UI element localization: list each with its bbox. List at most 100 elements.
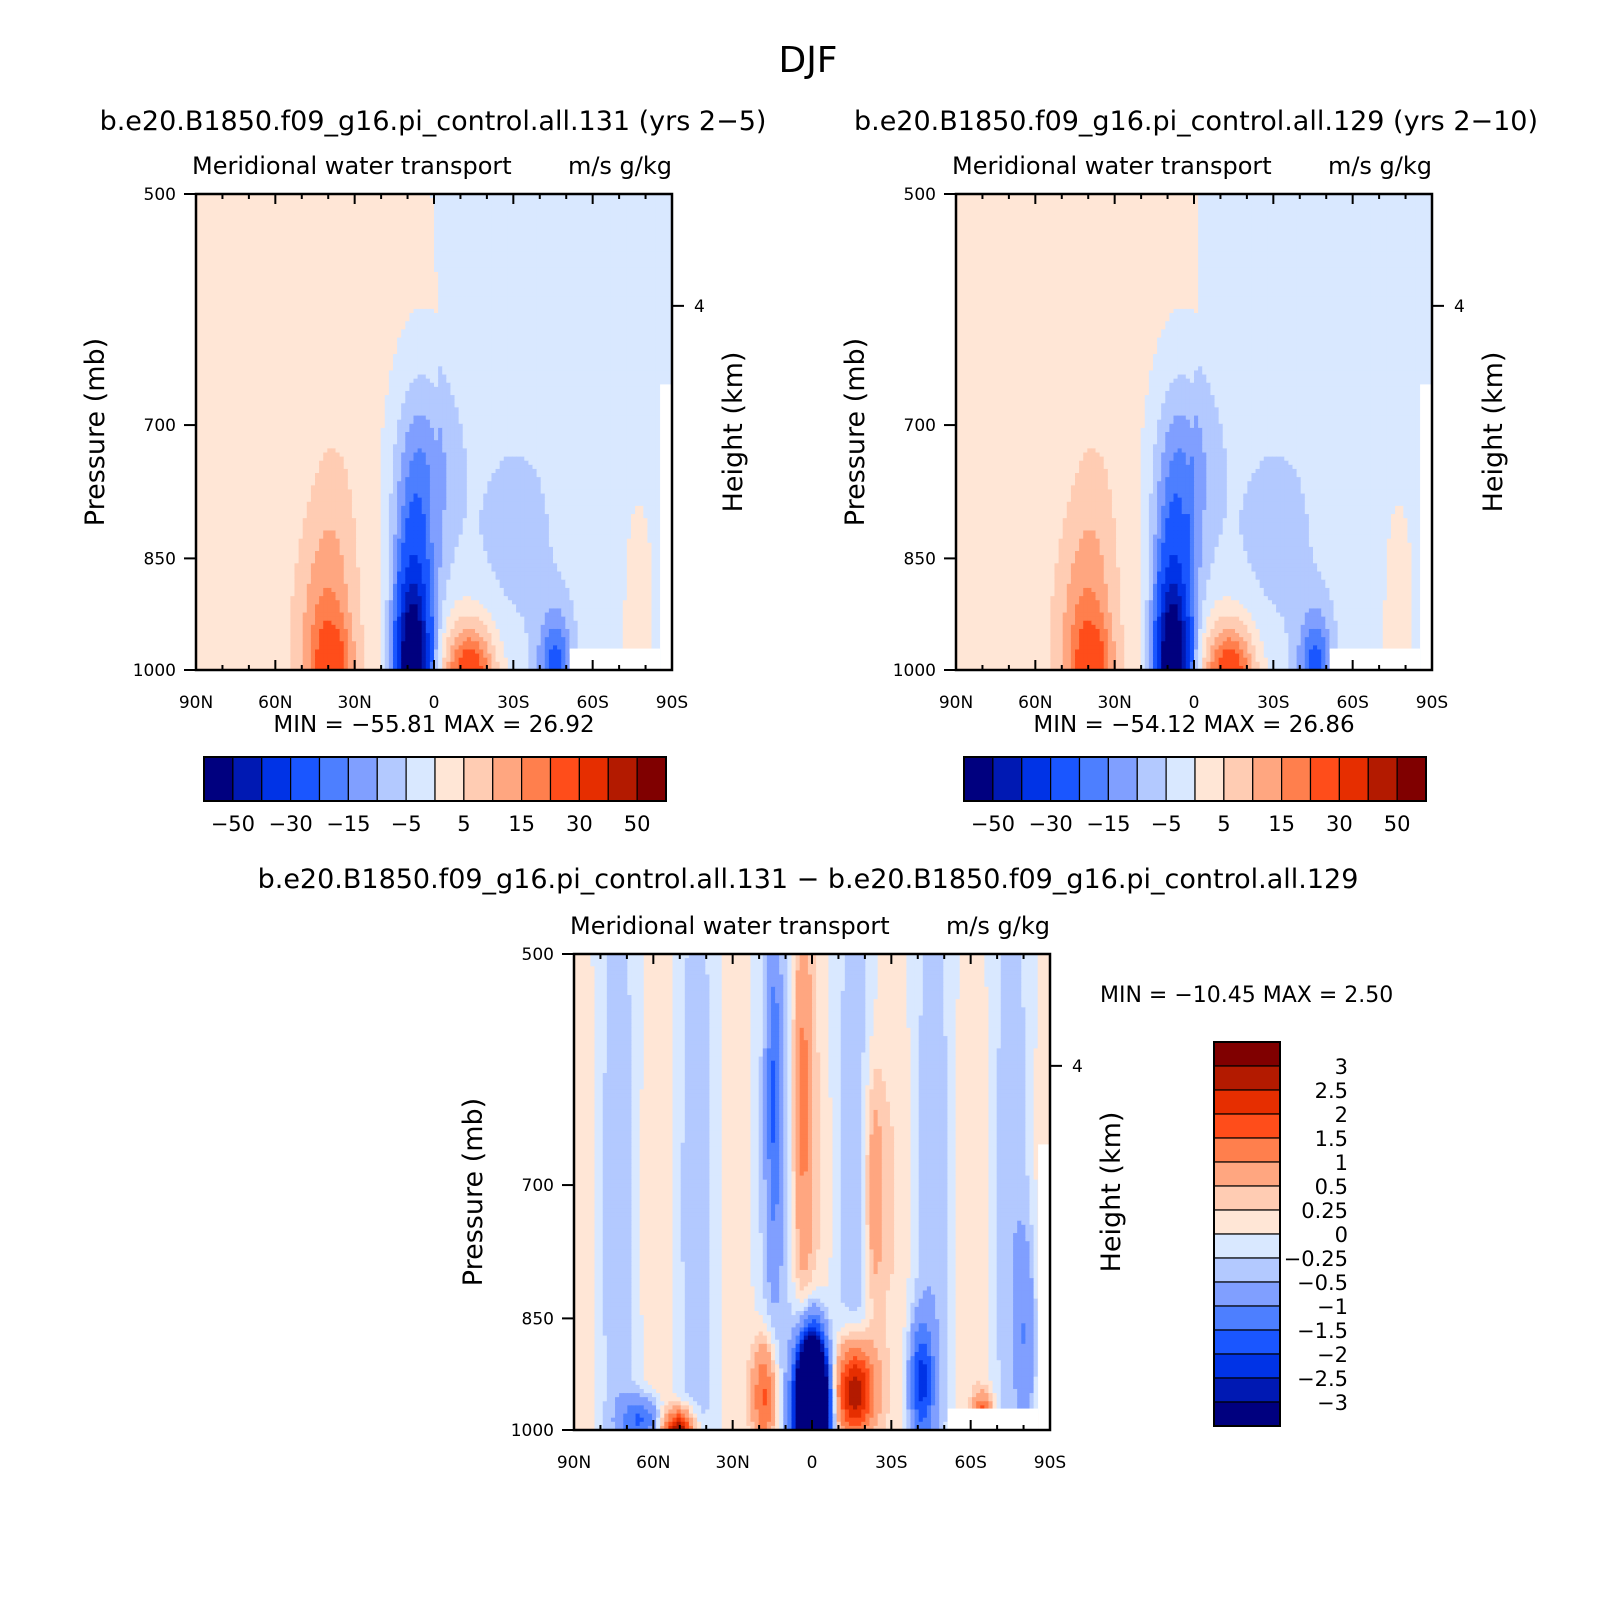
field-cell: [340, 206, 345, 211]
field-cell: [532, 247, 537, 252]
field-cell: [200, 227, 205, 232]
field-cell: [651, 260, 656, 265]
field-cell: [282, 223, 287, 228]
field-cell: [204, 215, 209, 220]
field-cell: [249, 272, 254, 277]
field-cell: [311, 251, 316, 256]
field-cell: [221, 260, 226, 265]
field-cell: [315, 198, 320, 203]
field-cell: [590, 251, 595, 256]
field-cell: [307, 247, 312, 252]
field-cell: [467, 198, 472, 203]
field-cell: [619, 215, 624, 220]
field-cell: [586, 198, 591, 203]
field-cell: [557, 264, 562, 269]
field-cell: [331, 206, 336, 211]
field-cell: [537, 243, 542, 248]
field-cell: [512, 260, 517, 265]
field-cell: [512, 251, 517, 256]
field-cell: [606, 243, 611, 248]
field-cell: [582, 268, 587, 273]
field-cell: [656, 256, 661, 261]
field-cell: [598, 223, 603, 228]
field-cell: [262, 215, 267, 220]
field-cell: [520, 231, 525, 236]
field-cell: [635, 256, 640, 261]
field-cell: [208, 198, 213, 203]
field-cell: [660, 210, 665, 215]
field-cell: [491, 239, 496, 244]
field-cell: [442, 198, 447, 203]
field-cell: [606, 247, 611, 252]
field-cell: [294, 210, 299, 215]
field-cell: [578, 219, 583, 224]
field-cell: [541, 247, 546, 252]
field-cell: [610, 239, 615, 244]
field-cell: [397, 264, 402, 269]
field-cell: [471, 256, 476, 261]
field-cell: [602, 235, 607, 240]
field-cell: [393, 219, 398, 224]
field-cell: [364, 251, 369, 256]
field-cell: [327, 210, 332, 215]
field-cell: [623, 219, 628, 224]
field-cell: [606, 210, 611, 215]
field-cell: [303, 247, 308, 252]
field-cell: [282, 260, 287, 265]
field-cell: [315, 231, 320, 236]
field-cell: [569, 260, 574, 265]
field-cell: [229, 268, 234, 273]
field-cell: [372, 235, 377, 240]
field-cell: [438, 215, 443, 220]
field-cell: [487, 256, 492, 261]
field-cell: [627, 227, 632, 232]
field-cell: [479, 239, 484, 244]
field-cell: [446, 251, 451, 256]
field-cell: [340, 260, 345, 265]
field-cell: [590, 235, 595, 240]
field-cell: [233, 247, 238, 252]
field-cell: [569, 223, 574, 228]
field-cell: [475, 215, 480, 220]
field-cell: [290, 231, 295, 236]
field-cell: [360, 210, 365, 215]
field-cell: [262, 202, 267, 207]
field-cell: [253, 239, 258, 244]
field-cell: [299, 219, 304, 224]
field-cell: [311, 264, 316, 269]
field-cell: [455, 231, 460, 236]
field-cell: [327, 219, 332, 224]
field-cell: [381, 247, 386, 252]
field-cell: [294, 260, 299, 265]
field-cell: [594, 198, 599, 203]
field-cell: [262, 227, 267, 232]
field-cell: [541, 202, 546, 207]
field-cell: [245, 239, 250, 244]
field-cell: [569, 251, 574, 256]
field-cell: [545, 256, 550, 261]
field-cell: [459, 264, 464, 269]
field-cell: [426, 227, 431, 232]
field-cell: [409, 264, 414, 269]
field-cell: [397, 223, 402, 228]
field-cell: [262, 256, 267, 261]
field-cell: [249, 227, 254, 232]
field-cell: [372, 231, 377, 236]
field-cell: [200, 210, 205, 215]
field-cell: [397, 235, 402, 240]
field-cell: [512, 256, 517, 261]
field-cell: [446, 268, 451, 273]
field-cell: [574, 227, 579, 232]
field-cell: [208, 210, 213, 215]
field-cell: [500, 264, 505, 269]
field-cell: [434, 223, 439, 228]
field-cell: [426, 247, 431, 252]
field-cell: [475, 198, 480, 203]
field-cell: [327, 247, 332, 252]
field-cell: [524, 231, 529, 236]
field-cell: [623, 268, 628, 273]
field-cell: [635, 231, 640, 236]
field-cell: [245, 202, 250, 207]
field-cell: [356, 268, 361, 273]
field-cell: [545, 219, 550, 224]
